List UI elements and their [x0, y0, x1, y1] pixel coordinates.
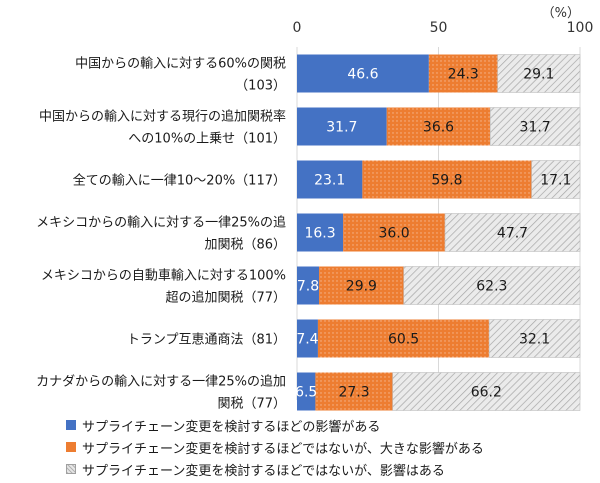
bar-segment-series-1 [297, 54, 429, 93]
data-label: 31.7 [520, 120, 551, 136]
bar-segment-series-1 [297, 213, 344, 252]
legend: サプライチェーン変更を検討するほどの影響がある サプライチェーン変更を検討するほ… [66, 414, 596, 480]
data-label: 29.1 [523, 67, 554, 83]
data-label: 32.1 [519, 332, 550, 348]
category-label: 中国からの輸入に対する60%の関税 [75, 57, 286, 72]
data-label: 27.3 [338, 385, 369, 401]
data-label: 60.5 [388, 332, 419, 348]
bar-segment-series-2 [343, 213, 446, 252]
legend-label: サプライチェーン変更を検討するほどではないが、大きな影響がある [82, 441, 484, 457]
bar-segment-series-3 [531, 160, 581, 199]
category-label: メキシコからの自動車輸入に対する100% [41, 269, 286, 284]
chart-text: 0 50 100（%） 中国からの輸入に対する60%の関税 （103） 46.6 24.3 2… [36, 6, 593, 412]
data-label: 29.9 [346, 279, 377, 295]
data-label: 36.6 [423, 120, 454, 136]
legend-label: サプライチェーン変更を検討するほどの影響がある [82, 419, 381, 435]
category-label: （103） [235, 79, 286, 94]
bar-segment-series-3 [392, 372, 581, 411]
legend-item-series-2: サプライチェーン変更を検討するほどではないが、大きな影響がある [66, 436, 596, 458]
bar-segment-series-1 [297, 319, 318, 358]
legend-swatch-blue [66, 420, 76, 430]
data-label: 23.1 [314, 173, 345, 189]
data-label: 66.2 [471, 385, 502, 401]
category-label: 関税（77） [217, 397, 286, 412]
x-tick-label: 50 [430, 20, 448, 36]
bar-segment-series-2 [317, 319, 490, 358]
bar-segment-series-3 [497, 54, 581, 93]
category-label: への10%の上乗せ（101） [128, 132, 286, 147]
category-label: カナダからの輸入に対する一律25%の追加 [36, 374, 286, 390]
bar-segment-series-1 [297, 372, 316, 411]
category-label: 全ての輸入に一律10～20%（117） [73, 173, 286, 189]
category-label: 超の追加関税（77） [165, 290, 286, 306]
bar-segment-series-1 [297, 160, 363, 199]
data-label: 24.3 [448, 67, 479, 83]
data-label: 62.3 [476, 279, 507, 295]
bar-segment-series-2 [386, 107, 491, 146]
bar-segment-series-1 [297, 266, 320, 305]
data-label: 16.3 [304, 226, 335, 242]
legend-item-series-3: サプライチェーン変更を検討するほどではないが、影響はある [66, 458, 596, 480]
legend-label: サプライチェーン変更を検討するほどではないが、影響はある [82, 463, 445, 479]
bar-segment-series-2 [319, 266, 404, 305]
category-label: 加関税（86） [204, 238, 286, 253]
bar-segment-series-2 [315, 372, 393, 411]
legend-swatch-orange [66, 442, 76, 452]
bar-segment-series-3 [444, 213, 581, 252]
bar-segment-series-2 [428, 54, 498, 93]
x-tick-label: 100 [567, 20, 594, 36]
bars [297, 54, 581, 411]
data-label: 46.6 [347, 67, 378, 83]
data-label: 6.5 [295, 385, 317, 401]
data-label: 47.7 [497, 226, 528, 242]
category-label: 中国からの輸入に対する現行の追加関税率 [39, 109, 286, 125]
data-label: 59.8 [431, 173, 462, 189]
data-label: 17.1 [540, 173, 571, 189]
bar-segment-series-1 [297, 107, 387, 146]
bar-segment-series-3 [403, 266, 581, 305]
data-label: 7.4 [296, 332, 318, 348]
unit-label: （%） [542, 6, 580, 21]
data-label: 36.0 [378, 226, 409, 242]
category-label: メキシコからの輸入に対する一律25%の追 [36, 215, 286, 231]
bar-segment-series-2 [362, 160, 532, 199]
bar-segment-series-3 [489, 107, 581, 146]
x-tick-label: 0 [293, 20, 302, 36]
category-label: トランプ互恵通商法（81） [127, 333, 286, 348]
data-label: 31.7 [326, 120, 357, 136]
data-label: 7.8 [297, 279, 319, 295]
legend-swatch-hatched [66, 464, 76, 474]
legend-item-series-1: サプライチェーン変更を検討するほどの影響がある [66, 414, 596, 436]
bar-segment-series-3 [488, 319, 581, 358]
